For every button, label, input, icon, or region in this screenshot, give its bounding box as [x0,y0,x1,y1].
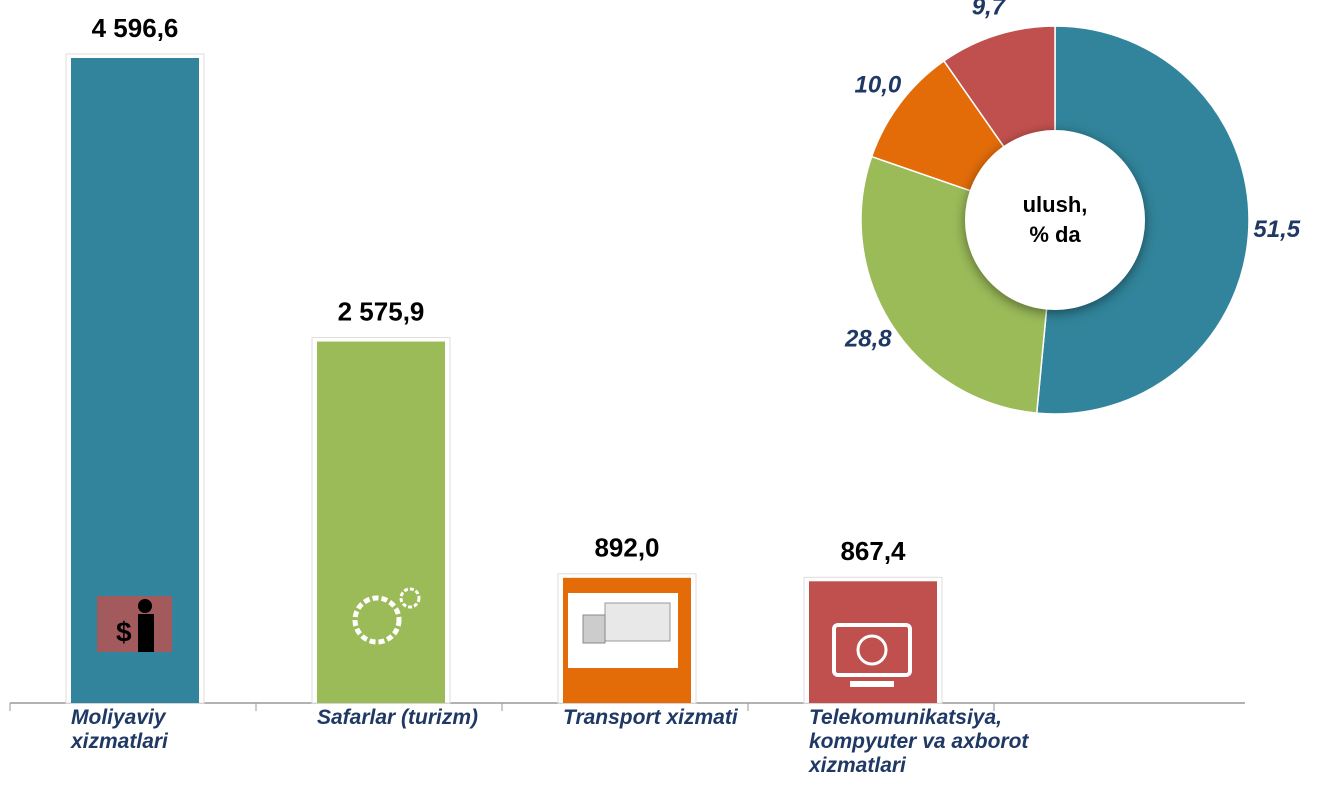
icon-truck [605,603,670,641]
chart: $ 4 596,6 2 575,9 892,0 867,4 51,5 28,8 10,0 9,… [0,0,1319,789]
value-label: 28,8 [844,325,892,352]
icon-money [97,596,172,652]
value-label: 4 596,6 [92,13,179,43]
donut-hole [965,130,1145,310]
category-label: Moliyaviy xizmatlari [71,706,246,754]
value-label: 51,5 [1253,216,1300,243]
center-label: % da [1029,222,1081,247]
bar [317,342,445,703]
category-label: Safarlar (turizm) [317,706,492,730]
icon-dollar: $ [116,616,132,647]
icon-monitor [850,681,894,687]
value-label: 892,0 [594,533,659,563]
category-label: Transport xizmati [563,706,738,730]
value-label: 10,0 [855,71,902,98]
value-label: 2 575,9 [338,296,425,326]
page: $ 4 596,6 2 575,9 892,0 867,4 51,5 28,8 10,0 9,… [0,0,1319,789]
icon-part [138,614,154,652]
icons: $ [97,589,910,687]
icon-part [138,599,152,613]
category-label: Telekomunikatsiya, kompyuter va axborot … [809,706,1109,778]
value-label: 867,4 [840,536,906,566]
value-label: 9,7 [972,0,1007,21]
center-label: ulush, [1023,192,1088,217]
icon-truck [583,615,605,643]
